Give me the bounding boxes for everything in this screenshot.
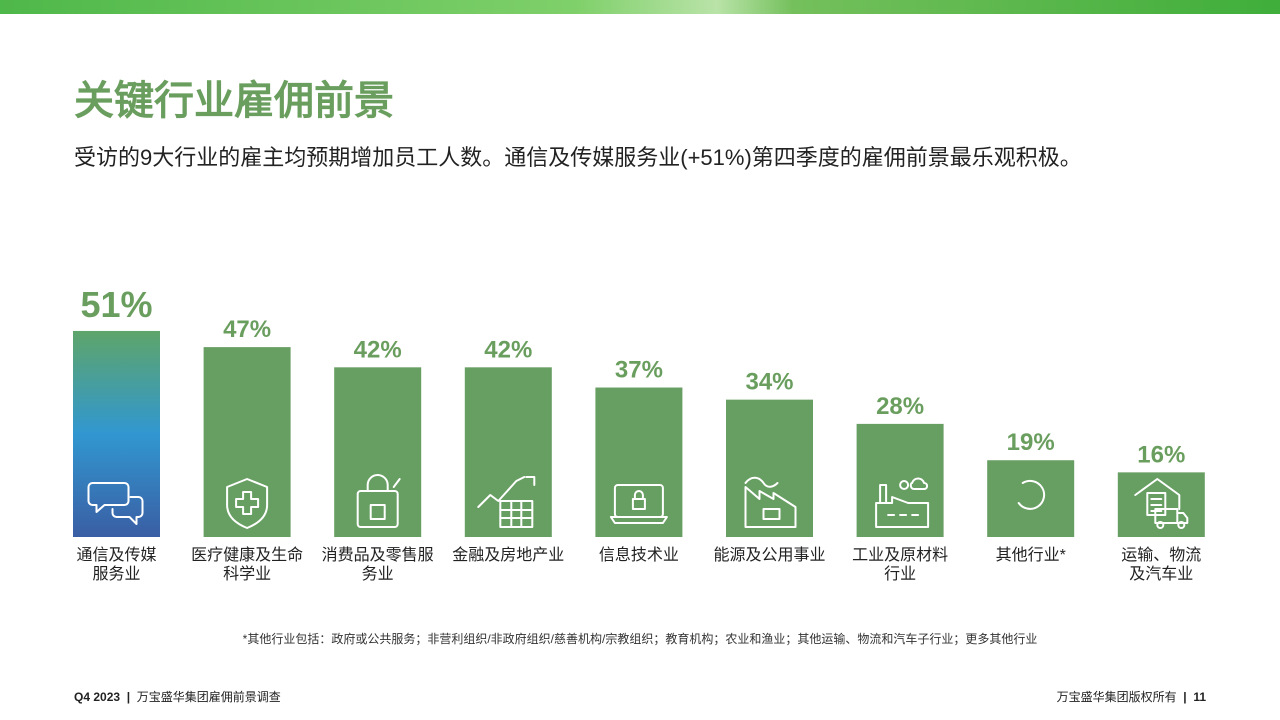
- top-band: [0, 0, 1280, 14]
- bar: [595, 387, 683, 537]
- value-label: 47%: [223, 316, 271, 343]
- value-label: 16%: [1137, 441, 1185, 468]
- category-label: 能源及公用事业: [713, 547, 826, 564]
- title: 关键行业雇佣前景: [74, 79, 394, 123]
- page-number: 11: [1193, 690, 1206, 704]
- footer-right: 万宝盛华集团版权所有 | 11: [1056, 690, 1206, 704]
- category-label: 医疗健康及生命 科学业: [191, 547, 304, 583]
- survey-name: 万宝盛华集团雇佣前景调查: [136, 690, 281, 704]
- bar: [464, 367, 552, 537]
- bar: [203, 347, 291, 537]
- copyright: 万宝盛华集团版权所有: [1056, 690, 1177, 704]
- footer-left: Q4 2023 | 万宝盛华集团雇佣前景调查: [74, 690, 281, 704]
- value-label: 37%: [615, 357, 663, 384]
- bar: [726, 399, 813, 537]
- bar: [73, 330, 160, 537]
- icons: [87, 474, 1189, 529]
- value-label: 28%: [876, 393, 924, 420]
- category-label: 运输、物流 及汽车业: [1121, 547, 1202, 583]
- category-label: 工业及原材料 行业: [852, 547, 949, 583]
- category-label: 信息技术业: [598, 547, 679, 564]
- category-label: 消费品及零售服 务业: [321, 547, 434, 583]
- value-label: 51%: [80, 284, 152, 325]
- value-label: 34%: [745, 369, 793, 396]
- category-label: 通信及传媒 服务业: [76, 547, 157, 583]
- category-label: 金融及房地产业: [452, 547, 565, 564]
- quarter: Q4 2023: [74, 690, 121, 704]
- bar: [334, 367, 422, 537]
- footnote: *其他行业包括：政府或公共服务；非营利组织/非政府组织/慈善机构/宗教组织；教育…: [242, 632, 1038, 646]
- bar: [987, 460, 1075, 537]
- value-label: 42%: [354, 336, 402, 363]
- value-label: 19%: [1007, 429, 1055, 456]
- category-label: 其他行业*: [995, 547, 1066, 564]
- subtitle: 受访的9大行业的雇主均预期增加员工人数。通信及传媒服务业(+51%)第四季度的雇…: [74, 145, 1082, 170]
- bar: [856, 423, 944, 537]
- value-label: 42%: [484, 336, 532, 363]
